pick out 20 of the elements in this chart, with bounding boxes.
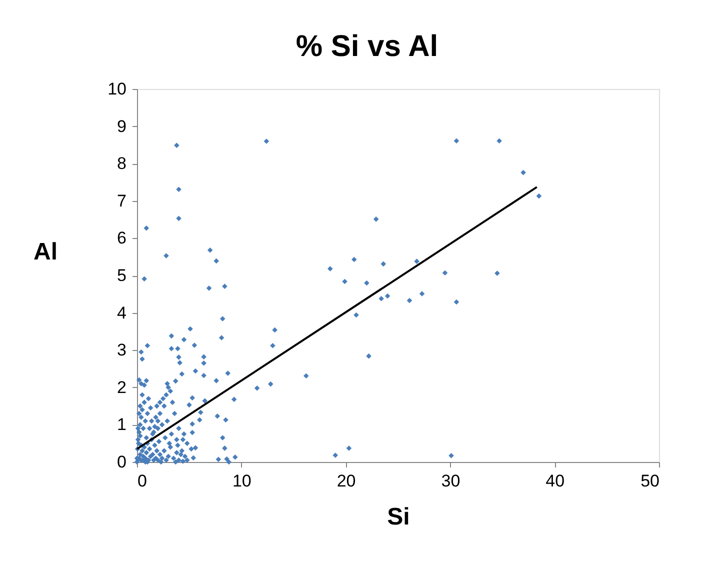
y-tick-label: 10 <box>108 80 126 98</box>
y-tick-label: 7 <box>117 191 126 210</box>
y-tick-label: 8 <box>117 154 126 174</box>
x-tick-label: 50 <box>640 472 660 490</box>
chart-title: % Si vs Al <box>296 30 438 63</box>
y-axis-title: Al <box>34 238 58 266</box>
y-tick-label: 6 <box>117 228 126 248</box>
y-tick-label: 5 <box>117 266 126 285</box>
y-tick-label: 3 <box>117 340 126 360</box>
x-axis-title: Si <box>387 504 410 530</box>
x-tick-label: 0 <box>138 472 147 490</box>
y-tick-label: 2 <box>117 378 126 397</box>
x-tick-label: 40 <box>546 472 565 490</box>
x-tick-label: 30 <box>441 472 460 490</box>
y-tick-label: 0 <box>117 452 126 472</box>
x-tick-label: 10 <box>232 472 252 490</box>
y-tick-label: 1 <box>117 415 126 434</box>
y-tick-label: 4 <box>117 303 126 322</box>
y-tick-label: 9 <box>117 116 126 136</box>
x-tick-label: 20 <box>336 472 356 490</box>
